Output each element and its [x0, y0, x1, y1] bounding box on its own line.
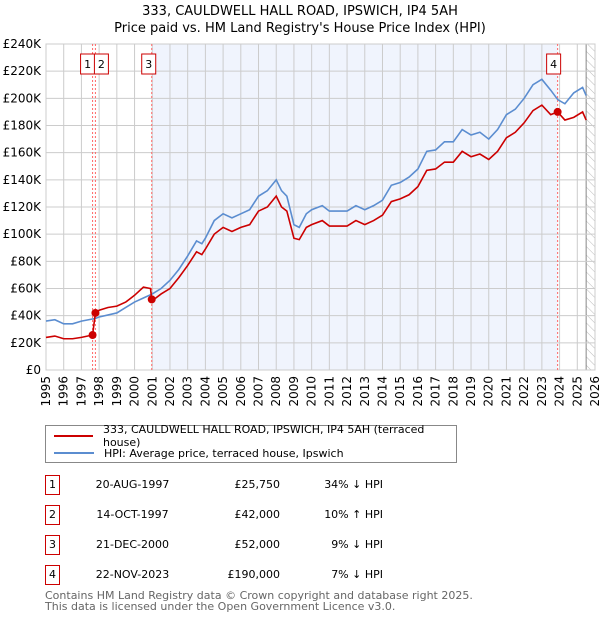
x-tick-label: 2026 [588, 376, 600, 407]
y-tick-label: £200K [3, 91, 43, 105]
x-tick-label: 2024 [553, 376, 567, 407]
transaction-number: 1 [45, 475, 60, 495]
legend: 333, CAULDWELL HALL ROAD, IPSWICH, IP4 5… [45, 423, 457, 463]
transaction-date: 14-OCT-1997 [96, 508, 169, 521]
chart-subtitle: Price paid vs. HM Land Registry's House … [114, 21, 486, 36]
x-tick-label: 1995 [39, 376, 53, 407]
x-tick-label: 2002 [163, 376, 177, 407]
legend-label: 333, CAULDWELL HALL ROAD, IPSWICH, IP4 5… [102, 423, 425, 449]
x-tick-label: 2011 [322, 376, 336, 407]
series-hpi-line [45, 78, 587, 325]
x-tick-label: 2023 [535, 376, 549, 407]
footer-line-1: Contains HM Land Registry data © Crown c… [45, 589, 473, 602]
y-tick-label: £0 [26, 363, 41, 377]
y-tick-label: £80K [10, 254, 42, 268]
x-tick-label: 2016 [411, 376, 425, 407]
table-row: 3 21-DEC-2000 £52,000 9% ↓ HPI [45, 535, 465, 555]
legend-label: HPI: Average price, terraced house, Ipsw… [104, 446, 344, 460]
x-tick-label: 2021 [499, 376, 513, 407]
x-tick-label: 2003 [181, 376, 195, 407]
table-row: 1 20-AUG-1997 £25,750 34% ↓ HPI [45, 475, 465, 495]
x-tick-label: 2022 [517, 376, 531, 407]
y-tick-label: £160K [3, 146, 43, 160]
legend-item-hpi: HPI: Average price, terraced house, Ipsw… [54, 445, 344, 461]
series-property-line [45, 104, 587, 340]
transaction-number: 2 [45, 505, 60, 525]
transaction-label-box [141, 53, 157, 75]
transaction-point [91, 308, 100, 317]
transaction-label-number: 1 [84, 58, 91, 71]
transaction-point [147, 295, 156, 304]
x-tick-label: 2015 [393, 376, 407, 407]
x-tick-label: 2008 [269, 376, 283, 407]
transaction-price: £190,000 [227, 568, 281, 581]
plot: £0 £20K £40K £60K £80K £100K £120K £140K £160K £1… [3, 37, 600, 407]
table-row: 2 14-OCT-1997 £42,000 10% ↑ HPI [45, 505, 465, 525]
y-tick-label: £60K [10, 282, 42, 296]
transaction-price: £25,750 [234, 478, 281, 491]
x-tick-label: 2025 [570, 376, 584, 407]
x-tick-label: 2017 [429, 376, 443, 407]
y-tick-label: £100K [3, 227, 43, 241]
x-tick-label: 1998 [92, 376, 106, 407]
x-tick-label: 2005 [216, 376, 230, 407]
y-tick-label: £20K [10, 336, 42, 350]
table-row: 4 22-NOV-2023 £190,000 7% ↓ HPI [45, 565, 465, 585]
x-tick-label: 2018 [446, 376, 460, 407]
y-tick-label: £140K [3, 173, 43, 187]
x-tick-label: 2020 [482, 376, 496, 407]
x-tick-label: 2014 [375, 376, 389, 407]
x-tick-label: 2004 [198, 376, 212, 407]
y-tick-label: £220K [3, 64, 43, 78]
transaction-date: 21-DEC-2000 [95, 538, 170, 551]
transaction-number: 3 [45, 535, 60, 555]
transaction-label-box [93, 53, 109, 75]
transaction-number: 4 [45, 565, 60, 585]
x-tick-label: 2006 [234, 376, 248, 407]
transaction-point [553, 107, 562, 116]
transaction-price: £42,000 [234, 508, 281, 521]
transaction-date: 20-AUG-1997 [95, 478, 170, 491]
legend-item-property: 333, CAULDWELL HALL ROAD, IPSWICH, IP4 5… [54, 423, 456, 449]
x-tick-label: 1996 [57, 376, 71, 407]
x-tick-label: 2019 [464, 376, 478, 407]
y-tick-label: £120K [3, 200, 43, 214]
footer-line-2: This data is licensed under the Open Gov… [45, 600, 396, 613]
x-tick-label: 2012 [340, 376, 354, 407]
chart-title: 333, CAULDWELL HALL ROAD, IPSWICH, IP4 5… [142, 4, 458, 19]
transaction-price: £52,000 [234, 538, 281, 551]
x-tick-label: 2000 [128, 376, 142, 407]
x-tick-label: 2009 [287, 376, 301, 407]
y-tick-label: £40K [10, 309, 42, 323]
x-tick-label: 1997 [74, 376, 88, 407]
transaction-hpi: 34% ↓ HPI [324, 478, 383, 491]
transaction-hpi: 10% ↑ HPI [324, 508, 383, 521]
legend-swatch-blue [54, 452, 94, 454]
transaction-point [88, 331, 97, 340]
y-tick-label: £180K [3, 119, 43, 133]
transaction-label-box [546, 53, 562, 75]
transaction-label-number: 4 [550, 58, 557, 71]
transaction-date: 22-NOV-2023 [95, 568, 170, 581]
x-tick-label: 2001 [145, 376, 159, 407]
x-tick-label: 1999 [110, 376, 124, 407]
transaction-label-number: 2 [98, 58, 105, 71]
footer: Contains HM Land Registry data © Crown c… [45, 590, 473, 612]
x-tick-label: 2010 [305, 376, 319, 407]
y-tick-label: £240K [3, 37, 43, 51]
legend-swatch-red [54, 435, 93, 437]
transaction-label-number: 3 [145, 58, 152, 71]
x-tick-label: 2007 [252, 376, 266, 407]
x-tick-label: 2013 [358, 376, 372, 407]
transaction-hpi: 9% ↓ HPI [331, 538, 383, 551]
transaction-hpi: 7% ↓ HPI [331, 568, 383, 581]
